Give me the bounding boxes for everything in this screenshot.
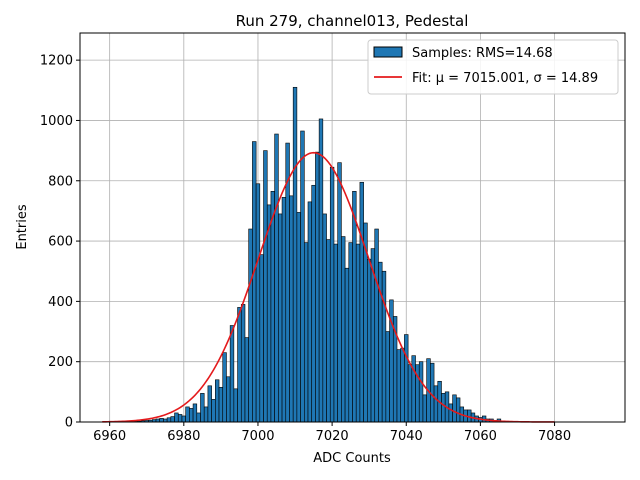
histogram-bar — [422, 394, 427, 423]
histogram-bar — [333, 243, 338, 423]
y-axis-ticks: 0 200 400 600 800 1000 1200 — [40, 54, 80, 431]
histogram-bar — [396, 349, 401, 423]
histogram-bar — [326, 239, 331, 423]
histogram-bar — [452, 394, 457, 423]
plot-frame — [79, 32, 626, 423]
histogram-bar — [378, 261, 383, 423]
histogram-bars — [122, 86, 502, 423]
histogram-bar — [248, 228, 253, 423]
histogram-bar — [203, 406, 209, 423]
histogram-bar — [233, 388, 238, 423]
histogram-bar — [296, 212, 301, 423]
histogram-bar — [174, 412, 179, 423]
histogram-bar — [359, 181, 364, 423]
histogram-bar — [196, 412, 201, 423]
gaussian-fit-curve — [102, 151, 555, 423]
histogram-bar — [189, 408, 194, 423]
y-axis-label: Entries — [15, 204, 30, 250]
histogram-bar — [318, 118, 324, 423]
histogram-bar — [159, 418, 164, 423]
y-tick-label: 1200 — [40, 54, 73, 69]
histogram-bar — [244, 337, 249, 423]
histogram-bar — [226, 376, 231, 423]
histogram-bar — [352, 191, 357, 423]
histogram-bar — [311, 184, 316, 423]
histogram-bar — [177, 414, 183, 423]
histogram-bar — [304, 242, 309, 423]
histogram-bar — [404, 334, 409, 423]
x-tick-label: 7080 — [538, 429, 571, 444]
histogram-bar — [215, 379, 220, 423]
histogram-bar — [400, 347, 405, 423]
legend-swatch-samples — [373, 46, 403, 58]
histogram-bar — [456, 397, 461, 423]
histogram-bar — [344, 267, 350, 423]
histogram-bar — [170, 416, 175, 423]
histogram-bar — [270, 191, 275, 423]
histogram-bar — [181, 415, 186, 423]
histogram-bar — [281, 197, 287, 423]
histogram-bar — [411, 355, 416, 423]
histogram-bar — [300, 130, 305, 423]
histogram-bar — [263, 150, 268, 423]
histogram-bar — [278, 213, 283, 423]
histogram-bar — [433, 385, 439, 423]
histogram-bar — [211, 399, 216, 423]
x-axis-label: ADC Counts — [313, 451, 391, 466]
histogram-bar — [322, 213, 327, 423]
x-tick-label: 7020 — [316, 429, 349, 444]
histogram-bar — [207, 385, 212, 423]
histogram-bar — [315, 151, 320, 423]
histogram-bar — [237, 307, 242, 423]
histogram-bar — [430, 362, 435, 423]
histogram-bar — [259, 254, 264, 423]
y-tick-label: 400 — [48, 295, 73, 310]
histogram-bar — [240, 304, 246, 423]
histogram-bar — [355, 243, 361, 423]
histogram-bar — [266, 204, 272, 423]
histogram-bar — [341, 236, 346, 423]
histogram-bar — [441, 393, 446, 423]
legend-label-fit: Fit: μ = 7015.001, σ = 14.89 — [412, 71, 598, 86]
histogram-bar — [407, 364, 413, 423]
histogram-bar — [222, 352, 227, 423]
y-tick-label: 1000 — [40, 114, 73, 129]
histogram-bar — [229, 325, 235, 423]
y-tick-label: 0 — [65, 416, 73, 431]
histogram-bar — [252, 141, 257, 423]
histogram-bar — [218, 387, 224, 423]
histogram-bar — [418, 361, 424, 423]
x-tick-label: 6960 — [93, 429, 126, 444]
x-tick-label: 7060 — [464, 429, 497, 444]
histogram-bar — [381, 270, 387, 423]
histogram-bar — [166, 417, 172, 423]
histogram-bar — [385, 331, 390, 423]
legend-label-samples: Samples: RMS=14.68 — [412, 46, 553, 61]
histogram-bar — [289, 195, 294, 423]
histogram-bar — [348, 242, 353, 423]
histogram-bar — [367, 258, 372, 423]
legend: Samples: RMS=14.68 Fit: μ = 7015.001, σ … — [367, 39, 619, 95]
y-tick-label: 200 — [48, 355, 73, 370]
histogram-bar — [185, 406, 190, 423]
histogram-bar — [274, 133, 279, 423]
y-tick-label: 800 — [48, 174, 73, 189]
histogram-bar — [200, 393, 205, 423]
histogram-bar — [448, 403, 453, 423]
histogram-bar — [329, 166, 335, 423]
histogram-bar — [292, 86, 298, 423]
histogram-bar — [337, 162, 342, 423]
histogram-bar — [255, 183, 261, 423]
x-tick-label: 6980 — [167, 429, 200, 444]
chart-title: Run 279, channel013, Pedestal — [236, 12, 469, 30]
histogram-bar — [192, 403, 198, 423]
y-tick-label: 600 — [48, 235, 73, 250]
legend-box — [367, 39, 619, 95]
histogram-bar — [374, 228, 379, 423]
x-tick-label: 7040 — [390, 429, 423, 444]
histogram-bar — [307, 201, 313, 423]
x-axis-ticks: 6960 6980 7000 7020 7040 7060 7080 — [93, 422, 571, 444]
x-tick-label: 7000 — [241, 429, 274, 444]
